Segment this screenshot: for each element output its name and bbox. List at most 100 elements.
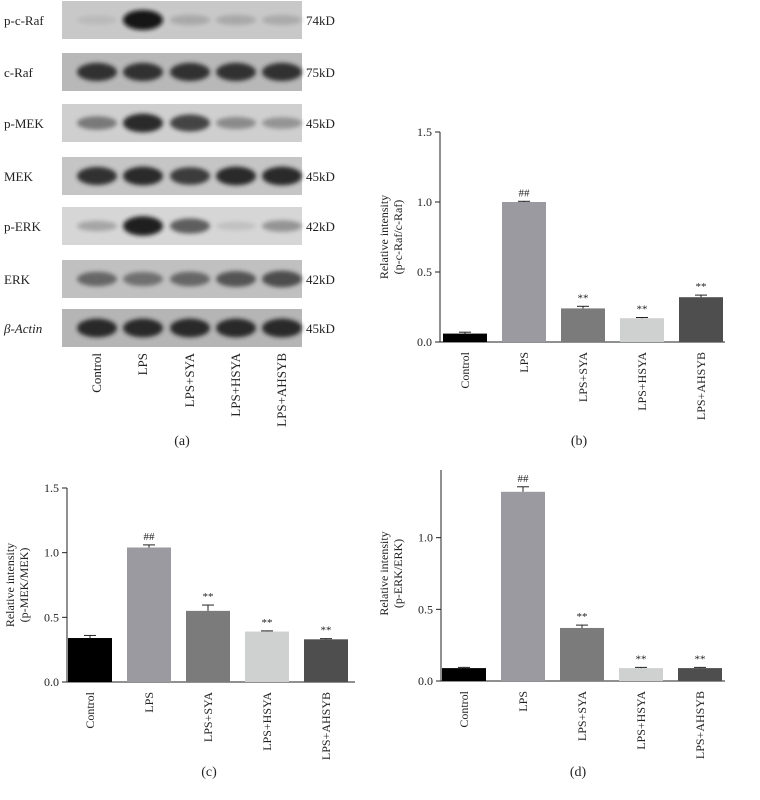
blot-row: p-ERK 42kD bbox=[4, 207, 335, 245]
x-tick-label: LPS+HSYA bbox=[635, 352, 649, 411]
blot-band bbox=[262, 117, 302, 129]
blot-band bbox=[170, 62, 210, 82]
blot-band bbox=[77, 116, 117, 130]
y-axis-label: Relative intensity bbox=[3, 543, 17, 627]
molecular-weight-label: 45kD bbox=[306, 116, 335, 131]
protein-label: p-MEK bbox=[4, 116, 44, 131]
bar bbox=[560, 627, 604, 681]
y-axis-label: Relative intensity bbox=[377, 195, 391, 279]
blot-band bbox=[77, 271, 117, 287]
bar bbox=[501, 491, 545, 681]
bar bbox=[443, 333, 487, 342]
western-blot-panel: p-c-Raf 74kD c-Raf 75kD p-MEK 45kD MEK 45kD p-ER… bbox=[0, 0, 380, 450]
bar bbox=[678, 668, 722, 681]
bar bbox=[245, 631, 289, 682]
blot-row: β-Actin 45kD bbox=[3, 309, 335, 347]
blot-band bbox=[170, 114, 210, 132]
y-axis-label: Relative intensity bbox=[377, 531, 391, 615]
significance-marker: ** bbox=[637, 304, 648, 316]
blot-band bbox=[170, 14, 210, 26]
molecular-weight-label: 45kD bbox=[306, 321, 335, 336]
bar bbox=[442, 668, 486, 681]
molecular-weight-label: 45kD bbox=[306, 169, 335, 184]
x-tick-label: LPS+SYA bbox=[576, 352, 590, 402]
x-tick-label: Control bbox=[457, 690, 471, 727]
lane-label: LPS bbox=[135, 353, 150, 375]
blot-band bbox=[216, 271, 256, 287]
significance-marker: ** bbox=[577, 611, 588, 623]
significance-marker: ** bbox=[321, 625, 332, 637]
x-tick-label: LPS+AHSYB bbox=[694, 352, 708, 420]
significance-marker: ** bbox=[696, 281, 707, 293]
significance-marker: ** bbox=[578, 292, 589, 304]
panel-caption: (c) bbox=[201, 765, 217, 780]
blot-row: p-MEK 45kD bbox=[4, 104, 335, 142]
y-tick-label: 1.5 bbox=[44, 481, 59, 495]
x-tick-label: Control bbox=[83, 691, 97, 728]
blot-band bbox=[262, 220, 302, 232]
molecular-weight-label: 75kD bbox=[306, 65, 335, 80]
y-tick-label: 1.0 bbox=[417, 195, 432, 209]
significance-marker: ** bbox=[636, 653, 647, 665]
molecular-weight-label: 74kD bbox=[306, 13, 335, 28]
significance-marker: ** bbox=[203, 591, 214, 603]
significance-marker: ## bbox=[519, 187, 531, 199]
blot-band bbox=[123, 62, 163, 82]
blot-band bbox=[170, 318, 210, 338]
blot-band bbox=[216, 62, 256, 82]
blot-band bbox=[216, 318, 256, 338]
x-tick-label: LPS bbox=[142, 692, 156, 713]
blot-row: p-c-Raf 74kD bbox=[4, 1, 335, 39]
significance-marker: ## bbox=[518, 473, 530, 485]
blot-band bbox=[216, 221, 256, 231]
blot-band bbox=[123, 10, 163, 30]
blot-band bbox=[77, 62, 117, 82]
protein-label: ERK bbox=[4, 272, 31, 287]
y-tick-label: 1.0 bbox=[418, 531, 433, 545]
x-tick-label: Control bbox=[458, 351, 472, 388]
y-tick-label: 0.5 bbox=[417, 265, 432, 279]
blot-band bbox=[170, 271, 210, 287]
y-tick-label: 1.0 bbox=[44, 546, 59, 560]
blot-row: MEK 45kD bbox=[4, 157, 335, 195]
bar bbox=[679, 297, 723, 342]
blot-band bbox=[170, 218, 210, 234]
blot-band bbox=[170, 167, 210, 185]
bar bbox=[127, 547, 171, 682]
lane-label: Control bbox=[89, 353, 104, 393]
blot-band bbox=[77, 166, 117, 186]
blot-band bbox=[262, 318, 302, 338]
lane-label: LPS+SYA bbox=[182, 352, 197, 407]
blot-band bbox=[262, 166, 302, 186]
lane-label: LPS+AHSYB bbox=[274, 353, 289, 427]
blot-band bbox=[123, 113, 163, 133]
significance-marker: ** bbox=[262, 617, 273, 629]
western-blot-figure: p-c-Raf 74kD c-Raf 75kD p-MEK 45kD MEK 45kD p-ER… bbox=[3, 1, 335, 449]
x-tick-label: LPS+SYA bbox=[201, 692, 215, 742]
y-tick-label: 0.0 bbox=[44, 675, 59, 689]
x-tick-label: LPS bbox=[516, 691, 530, 712]
lane-label: LPS+HSYA bbox=[228, 352, 243, 416]
y-tick-label: 0.0 bbox=[418, 674, 433, 688]
blot-row: c-Raf 75kD bbox=[4, 53, 335, 91]
y-tick-label: 0.5 bbox=[418, 602, 433, 616]
bar bbox=[502, 202, 546, 342]
protein-label: MEK bbox=[4, 169, 34, 184]
protein-label: c-Raf bbox=[4, 65, 34, 80]
significance-marker: ## bbox=[144, 531, 156, 543]
y-tick-label: 0.5 bbox=[44, 610, 59, 624]
blot-band bbox=[262, 270, 302, 288]
x-tick-label: LPS bbox=[517, 352, 531, 373]
bar-chart-p-c-raf: 0.0 0.5 1.0 1.5 Relative intensity (p-c-Raf/c… bbox=[377, 125, 725, 449]
blot-band bbox=[262, 62, 302, 82]
y-axis-label: (p-c-Raf/c-Raf) bbox=[391, 200, 405, 275]
bar bbox=[304, 639, 348, 682]
y-axis-label: (p-MEK/MEK) bbox=[17, 548, 31, 623]
blot-band bbox=[77, 220, 117, 232]
protein-label: p-c-Raf bbox=[4, 13, 44, 28]
x-tick-label: LPS+AHSYB bbox=[319, 692, 333, 760]
bar bbox=[561, 308, 605, 342]
y-axis-label: (p-ERK/ERK) bbox=[391, 539, 405, 608]
blot-band bbox=[77, 15, 117, 25]
panel-caption: (d) bbox=[570, 765, 587, 780]
